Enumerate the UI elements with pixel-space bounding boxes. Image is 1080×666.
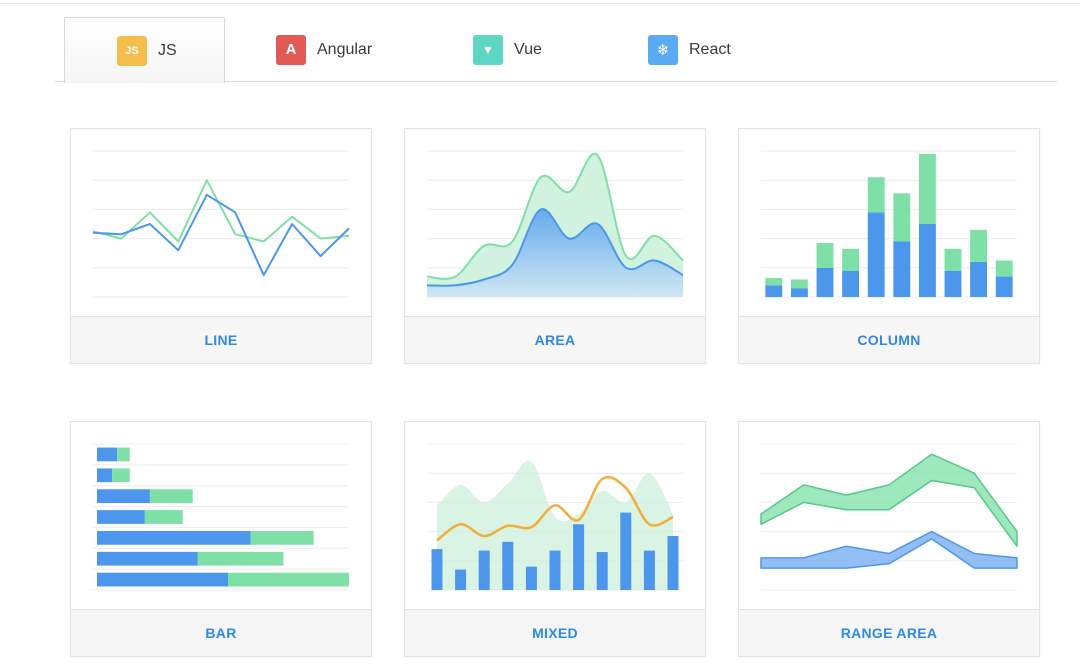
framework-tabs: JS JS A Angular ▼ Vue ❄ React xyxy=(55,17,1057,83)
bar-segment xyxy=(97,468,113,483)
column-bar xyxy=(893,241,911,297)
column-bar xyxy=(995,260,1013,277)
bar-segment xyxy=(97,551,198,566)
bar-segment xyxy=(97,447,118,462)
column-chart xyxy=(761,150,1017,298)
card-footer: BAR xyxy=(71,609,371,656)
column-bar xyxy=(893,193,911,242)
column-bar xyxy=(842,270,860,297)
mixed-column xyxy=(525,566,537,590)
bar-segment xyxy=(97,572,229,587)
column-bar xyxy=(867,212,885,297)
tab-js[interactable]: JS JS xyxy=(64,17,225,83)
tab-vue-label: Vue xyxy=(514,40,542,58)
bar-segment xyxy=(97,489,150,504)
vue-icon: ▼ xyxy=(473,34,503,65)
bar-segment xyxy=(112,468,130,483)
line-series-blue xyxy=(92,193,350,277)
bar-segment xyxy=(149,489,193,504)
tab-vue[interactable]: ▼ Vue xyxy=(473,17,593,82)
card-footer: COLUMN xyxy=(739,316,1039,363)
bar-segment xyxy=(197,551,284,566)
bar-segment xyxy=(117,447,130,462)
column-bar xyxy=(790,279,808,289)
mixed-column xyxy=(596,552,608,590)
bar-segment xyxy=(228,572,349,587)
card-title: RANGE AREA xyxy=(840,625,938,641)
bar-chart xyxy=(93,443,349,591)
bar-segment xyxy=(97,530,251,545)
bar-segment xyxy=(144,510,183,524)
chart-card-mixed[interactable]: MIXED xyxy=(404,421,706,657)
column-bar xyxy=(995,276,1013,297)
card-title: BAR xyxy=(205,625,237,641)
card-title: LINE xyxy=(204,332,238,348)
card-footer: MIXED xyxy=(405,609,705,656)
column-bar xyxy=(918,224,936,297)
area-chart xyxy=(426,150,684,298)
mixed-column xyxy=(620,512,632,590)
mixed-line xyxy=(436,475,674,542)
tab-angular-label: Angular xyxy=(317,40,373,58)
tab-react-label: React xyxy=(689,40,731,58)
card-footer: RANGE AREA xyxy=(739,609,1039,656)
column-bar xyxy=(970,229,988,262)
card-title: COLUMN xyxy=(857,332,921,348)
bar-segment xyxy=(250,530,314,545)
card-title: AREA xyxy=(534,332,576,348)
mixed-area xyxy=(437,460,673,590)
line-chart xyxy=(92,150,350,298)
range-area-chart xyxy=(760,443,1018,591)
column-bar xyxy=(816,267,834,297)
chart-card-area[interactable]: AREA xyxy=(404,128,706,364)
chart-card-range-area[interactable]: RANGE AREA xyxy=(738,421,1040,657)
chart-card-line[interactable]: LINE xyxy=(70,128,372,364)
area-line-green xyxy=(426,152,684,280)
column-bar xyxy=(842,248,860,271)
mixed-column xyxy=(667,535,679,590)
column-bar xyxy=(944,270,962,297)
column-bar xyxy=(918,153,936,224)
column-bar xyxy=(816,242,834,268)
column-bar xyxy=(944,248,962,271)
tab-react[interactable]: ❄ React xyxy=(648,17,778,82)
column-bar xyxy=(867,177,885,213)
card-title: MIXED xyxy=(532,625,578,641)
chart-card-column[interactable]: COLUMN xyxy=(738,128,1040,364)
mixed-column xyxy=(573,524,585,590)
column-bar xyxy=(790,288,808,297)
mixed-chart xyxy=(427,443,683,591)
range-area-blue xyxy=(760,530,1018,569)
mixed-column xyxy=(431,549,443,590)
area-fill-blue xyxy=(427,208,683,297)
mixed-column xyxy=(643,550,655,590)
column-bar xyxy=(970,261,988,297)
bar-segment xyxy=(97,510,145,524)
column-bar xyxy=(765,278,783,286)
column-bar xyxy=(765,285,783,297)
mixed-column xyxy=(502,541,514,590)
area-line-blue xyxy=(426,208,684,287)
card-footer: AREA xyxy=(405,316,705,363)
js-icon: JS xyxy=(117,35,147,66)
tab-baseline xyxy=(55,81,1057,82)
tab-js-label: JS xyxy=(158,41,177,59)
range-area-green xyxy=(760,453,1018,547)
react-icon: ❄ xyxy=(648,34,678,65)
mixed-column xyxy=(549,550,561,590)
line-series-green xyxy=(92,179,350,243)
tab-angular[interactable]: A Angular xyxy=(276,17,416,82)
angular-icon: A xyxy=(276,34,306,65)
mixed-column xyxy=(455,569,467,590)
chart-card-bar[interactable]: BAR xyxy=(70,421,372,657)
mixed-column xyxy=(478,550,490,590)
top-divider xyxy=(0,3,1080,4)
card-footer: LINE xyxy=(71,316,371,363)
